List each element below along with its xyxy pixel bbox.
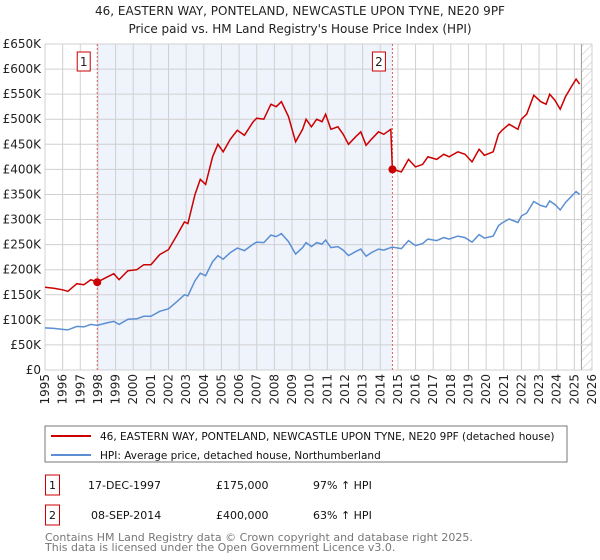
x-tick-label: 2024	[550, 374, 564, 405]
ownership-shading	[97, 44, 393, 370]
sale-row-1: 1 17-DEC-1997 £175,000 97% ↑ HPI	[45, 474, 372, 496]
sale-row-2: 2 08-SEP-2014 £400,000 63% ↑ HPI	[45, 504, 372, 526]
y-tick-label: £100K	[3, 313, 43, 327]
x-tick-label: 2012	[338, 374, 352, 405]
legend-label-property: 46, EASTERN WAY, PONTELAND, NEWCASTLE UP…	[100, 431, 554, 443]
y-tick-label: £400K	[3, 162, 43, 176]
y-tick-label: £600K	[3, 62, 43, 76]
x-tick-label: 2020	[479, 374, 493, 405]
sale-point	[388, 165, 397, 174]
sale-price: £175,000	[216, 479, 269, 492]
x-tick-label: 2001	[144, 374, 158, 405]
x-tick-label: 2000	[126, 374, 140, 405]
sale-label: 2	[375, 55, 383, 69]
x-tick-label: 2010	[303, 374, 317, 405]
footer-licence: This data is licensed under the Open Gov…	[44, 541, 395, 554]
footer-copyright: Contains HM Land Registry data © Crown c…	[45, 531, 473, 544]
property-price-line	[44, 77, 581, 293]
x-tick-label: 2022	[514, 374, 528, 405]
y-tick-label: £450K	[3, 137, 43, 151]
x-tick-label: 2014	[373, 374, 387, 405]
sale-label-box	[371, 51, 386, 72]
x-tick-label: 1999	[109, 374, 123, 405]
y-tick-label: £50K	[10, 338, 42, 352]
x-tick-label: 1997	[73, 374, 87, 405]
sale-hpi-diff: 97% ↑ HPI	[313, 479, 372, 492]
sale-marker-id: 2	[49, 509, 56, 522]
x-tick-label: 2002	[162, 374, 176, 405]
y-tick-label: £0	[26, 363, 41, 377]
x-tick-label: 2003	[179, 374, 193, 405]
x-tick-label: 2025	[567, 374, 581, 405]
x-tick-label: 2026	[585, 374, 599, 405]
x-tick-label: 2004	[197, 374, 211, 405]
sale-date: 08-SEP-2014	[91, 509, 161, 522]
y-tick-label: £250K	[3, 238, 43, 252]
y-tick-label: £350K	[3, 187, 43, 201]
x-tick-label: 1996	[56, 374, 70, 405]
sale-label: 1	[80, 55, 88, 69]
chart-title: 46, EASTERN WAY, PONTELAND, NEWCASTLE UP…	[95, 4, 505, 18]
y-tick-label: £650K	[3, 37, 43, 51]
legend-label-hpi: HPI: Average price, detached house, Nort…	[100, 450, 381, 462]
sale-hpi-diff: 63% ↑ HPI	[313, 509, 372, 522]
sale-date: 17-DEC-1997	[88, 479, 161, 492]
y-tick-label: £300K	[3, 213, 43, 227]
sale-label-box	[76, 51, 91, 72]
y-tick-label: £550K	[3, 87, 43, 101]
y-tick-label: £200K	[3, 263, 43, 277]
x-tick-label: 2008	[267, 374, 281, 405]
y-tick-label: £150K	[3, 288, 43, 302]
x-tick-label: 2015	[391, 374, 405, 405]
hpi-line	[44, 190, 581, 331]
x-tick-label: 2019	[461, 374, 475, 405]
chart-subtitle: Price paid vs. HM Land Registry's House …	[128, 22, 471, 36]
x-tick-label: 2007	[250, 374, 264, 405]
x-tick-label: 1995	[38, 374, 52, 405]
legend	[44, 425, 568, 463]
x-tick-label: 2017	[426, 374, 440, 405]
sale-price: £400,000	[216, 509, 269, 522]
x-tick-label: 2005	[214, 374, 228, 405]
x-tick-label: 2023	[532, 374, 546, 405]
x-tick-label: 2013	[356, 374, 370, 405]
x-tick-label: 2011	[320, 374, 334, 405]
future-hatch	[581, 44, 592, 370]
x-tick-label: 2006	[232, 374, 246, 405]
sale-point	[93, 278, 102, 287]
x-tick-label: 1998	[91, 374, 105, 405]
x-tick-label: 2018	[444, 374, 458, 405]
x-tick-label: 2016	[409, 374, 423, 405]
y-tick-label: £500K	[3, 112, 43, 126]
x-tick-label: 2021	[497, 374, 511, 405]
sale-marker-id: 1	[49, 479, 56, 492]
x-tick-label: 2009	[285, 374, 299, 405]
